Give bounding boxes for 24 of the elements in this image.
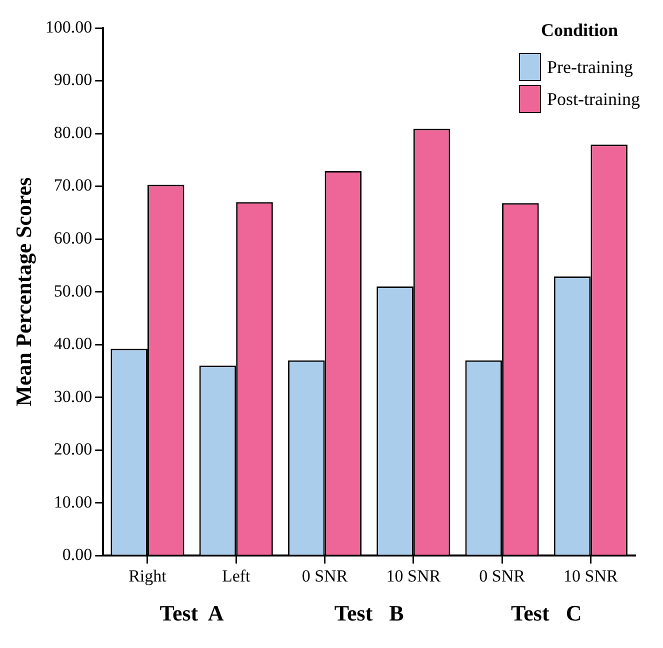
y-tick-label: 60.00	[54, 228, 92, 248]
y-tick-label: 40.00	[54, 334, 92, 354]
y-tick-label: 20.00	[54, 440, 92, 459]
text: Test A	[160, 600, 224, 626]
x-tick-label: 0 SNR	[302, 566, 348, 586]
text: Test C	[511, 600, 582, 626]
x-tick-label: Right	[128, 566, 167, 586]
x-tick-label: 10 SNR	[564, 566, 618, 586]
legend-title: Condition	[540, 20, 620, 41]
y-tick-label: 10.00	[54, 492, 92, 512]
y-tick-label: 0.00	[62, 545, 92, 564]
y-tick-label: 100.00	[45, 17, 92, 36]
y-tick-label: 90.00	[54, 70, 92, 90]
text: Test B	[334, 600, 404, 626]
legend-label: Pre-training	[547, 56, 633, 78]
y-tick-label: 80.00	[54, 122, 92, 142]
y-tick-label: 30.00	[54, 386, 92, 406]
y-axis-title: Mean Percentage Scores	[10, 176, 36, 406]
y-tick-label: 50.00	[54, 281, 92, 300]
x-tick-label: Left	[222, 566, 251, 586]
x-tick-label: 0 SNR	[479, 566, 526, 586]
x-tick-label: 10 SNR	[386, 566, 442, 586]
legend-label: Post-training	[547, 88, 640, 110]
y-tick-label: 70.00	[54, 176, 92, 195]
